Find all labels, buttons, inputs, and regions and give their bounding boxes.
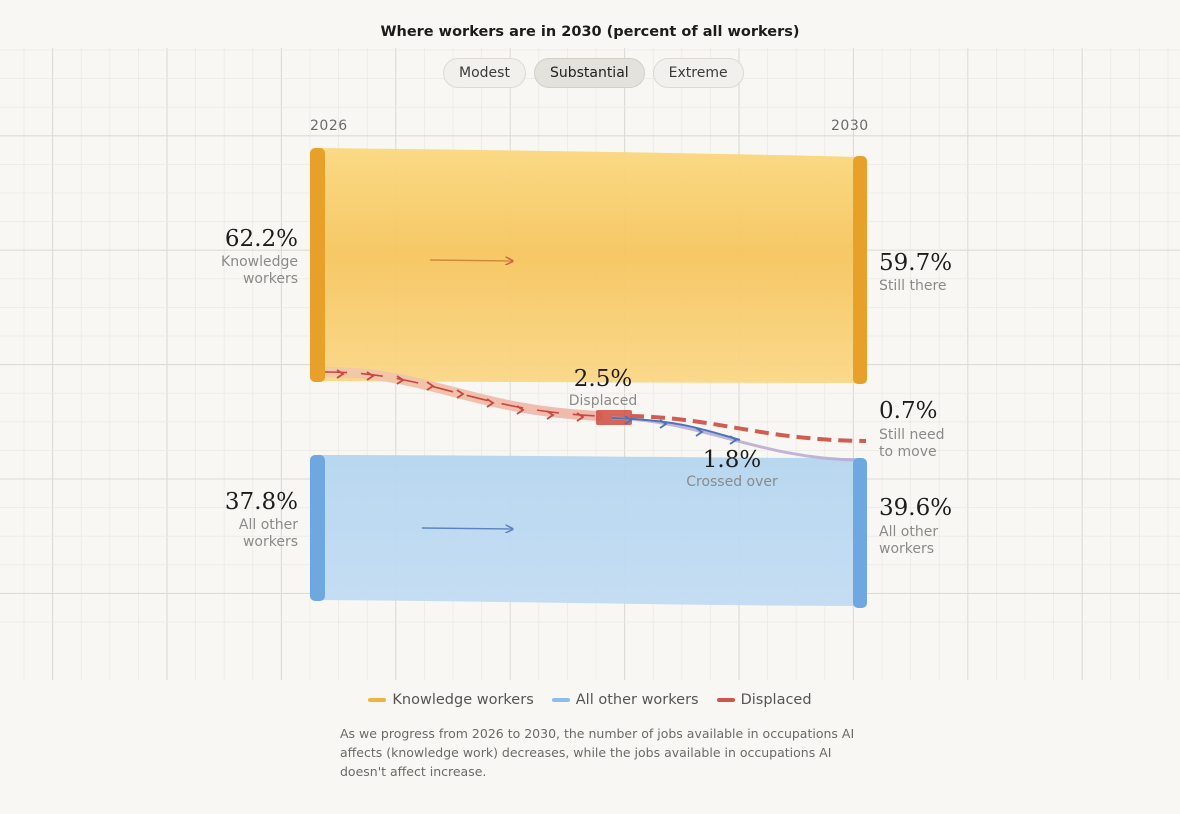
node-other-2030 — [853, 458, 867, 608]
pct-displaced: 2.5% — [573, 366, 633, 392]
pct-other-2030: 39.6% — [879, 495, 953, 521]
crossed-arrowheads — [624, 415, 738, 445]
label-knowledge-2026: Knowledge workers — [221, 254, 298, 287]
flow-arrow-knowledge — [429, 260, 512, 261]
flow-crossed-arrows — [611, 417, 741, 441]
chart-title: Where workers are in 2030 (percent of al… — [380, 24, 800, 40]
flow-knowledge-still-there — [318, 148, 860, 383]
year-label-end: 2030 — [831, 118, 869, 134]
flow-other-other — [318, 455, 860, 606]
label-displaced: Displaced — [568, 393, 638, 409]
pct-crossed-over: 1.8% — [702, 447, 762, 473]
pct-other-2026: 37.8% — [224, 489, 298, 515]
label-other-2026: All other workers — [238, 517, 298, 550]
legend-swatch-displaced — [716, 698, 735, 702]
pct-still-need-to-move: 0.7% — [879, 398, 938, 424]
tab-modest[interactable]: Modest — [443, 58, 526, 88]
legend-swatch-knowledge — [368, 698, 387, 702]
legend-item-knowledge: Knowledge workers — [368, 692, 534, 708]
node-still-there-2030 — [853, 156, 867, 384]
label-still-need-to-move: Still need to move — [879, 427, 945, 460]
pct-still-there: 59.7% — [879, 250, 953, 276]
chart-caption: As we progress from 2026 to 2030, the nu… — [340, 726, 855, 779]
tab-substantial[interactable]: Substantial — [533, 58, 645, 88]
flow-displaced-arrows — [324, 371, 599, 417]
label-still-there: Still there — [879, 278, 947, 294]
node-knowledge-2026 — [310, 148, 325, 382]
legend-swatch-other — [551, 698, 570, 702]
label-other-2030: All other workers — [879, 524, 939, 557]
legend-item-other: All other workers — [551, 692, 699, 708]
node-other-2026 — [310, 455, 325, 601]
legend-item-displaced: Displaced — [716, 692, 812, 708]
legend-label-displaced: Displaced — [740, 692, 812, 708]
flow-displaced-still-need-to-move — [629, 414, 867, 443]
scenario-tabs: Modest Substantial Extreme — [443, 58, 744, 88]
legend-label-knowledge: Knowledge workers — [392, 692, 534, 708]
displaced-arrowheads — [336, 369, 585, 422]
flow-arrow-other — [421, 528, 512, 529]
legend-label-other: All other workers — [575, 692, 699, 708]
label-crossed-over: Crossed over — [686, 474, 778, 490]
tab-extreme[interactable]: Extreme — [652, 58, 744, 88]
pct-knowledge-2026: 62.2% — [224, 226, 298, 252]
year-label-start: 2026 — [310, 118, 348, 134]
chart-legend: Knowledge workers All other workers Disp… — [0, 692, 1180, 708]
